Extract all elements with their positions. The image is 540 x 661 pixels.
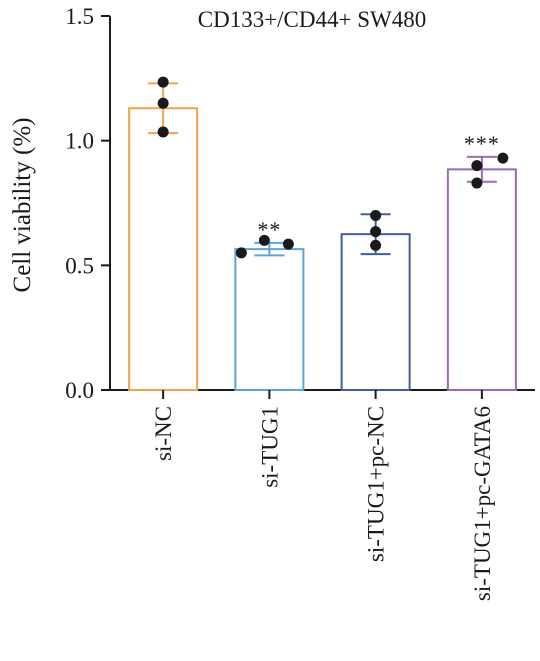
x-tick-label: si-TUG1 <box>257 406 282 488</box>
y-tick-label: 1.0 <box>65 129 94 154</box>
bar-si-nc <box>128 107 199 392</box>
data-point <box>471 160 483 172</box>
data-point <box>370 209 382 221</box>
x-tick-label: si-TUG1+pc-NC <box>364 406 389 562</box>
x-tick-label: si-NC <box>151 406 176 461</box>
x-tick-label: si-TUG1+pc-GATA6 <box>470 406 495 601</box>
data-point <box>370 239 382 251</box>
y-tick-label: 0.0 <box>65 378 94 403</box>
y-axis-label: Cell viability (%) <box>9 118 36 293</box>
data-point <box>471 177 483 189</box>
axes <box>109 16 535 391</box>
bar-si-tug1-pc-nc <box>340 233 411 391</box>
data-point <box>157 126 169 138</box>
data-point <box>157 76 169 88</box>
y-tick-label: 0.5 <box>65 253 94 278</box>
chart-title: CD133+/CD44+ SW480 <box>198 7 426 32</box>
data-point <box>370 226 382 238</box>
bar-si-tug1-pc-gata6 <box>446 168 517 391</box>
data-point <box>282 238 294 250</box>
data-point <box>258 234 270 246</box>
data-point <box>497 152 509 164</box>
data-points <box>157 76 509 259</box>
data-point <box>157 97 169 109</box>
y-tick-label: 1.5 <box>65 4 94 29</box>
x-ticks: si-NC si-TUG1 si-TUG1+pc-NC si-TUG1+pc-GATA… <box>151 390 495 601</box>
y-ticks: 0.0 0.5 1.0 1.5 <box>65 4 110 403</box>
significance-label: ** <box>257 217 281 242</box>
error-bars <box>148 82 497 257</box>
bars <box>128 107 517 392</box>
significance-label: *** <box>464 131 500 156</box>
bar-si-tug1 <box>234 248 305 391</box>
significance-marks: ***** <box>257 131 500 242</box>
data-point <box>235 247 247 259</box>
